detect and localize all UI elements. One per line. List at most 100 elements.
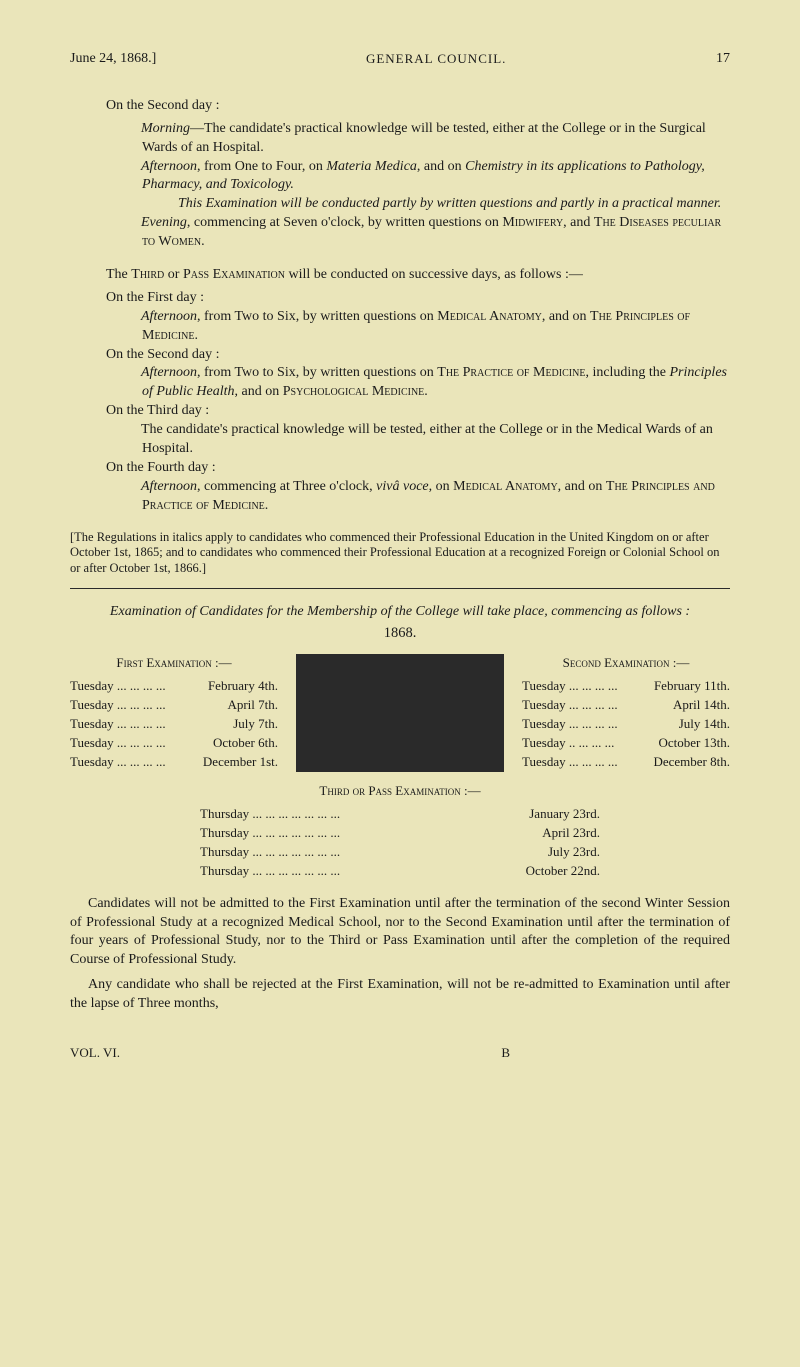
line-afternoon: Afternoon, from One to Four, on Materia … xyxy=(142,158,730,196)
table-row: Tuesday ... ... ... ...April 7th. xyxy=(70,696,278,715)
table-row: Thursday ... ... ... ... ... ... ... July… xyxy=(200,843,600,862)
table-row: Thursday ... ... ... ... ... ... ... Apri… xyxy=(200,824,600,843)
date-label: December 8th. xyxy=(653,753,730,772)
line-this-exam: This Examination will be conducted partl… xyxy=(178,195,730,214)
morning-text: —The candidate's practical knowledge wil… xyxy=(142,121,706,155)
d2f: , and on xyxy=(235,384,283,399)
materia-medica: Materia Medica xyxy=(326,159,417,174)
table-row: Tuesday ... ... ... ...October 6th. xyxy=(70,734,278,753)
date-label: October 13th. xyxy=(659,734,730,753)
date-label: January 23rd. xyxy=(529,805,600,824)
day-label: Tuesday ... ... ... ... xyxy=(70,715,166,734)
second-exam-column: Second Examination :— Tuesday ... ... ..… xyxy=(522,654,730,772)
d4c: vivâ voce xyxy=(376,479,428,494)
table-row: Tuesday ... ... ... ... December 8th. xyxy=(522,753,730,772)
afternoon-label: Afternoon xyxy=(141,159,197,174)
day-label: Thursday ... ... ... ... ... ... ... xyxy=(200,843,340,862)
footer-volume: VOL. VI. xyxy=(70,1044,120,1062)
second-day-body: Afternoon, from Two to Six, by written q… xyxy=(142,364,730,402)
day-label: Tuesday .. ... ... ... xyxy=(522,734,614,753)
line-evening: Evening, commencing at Seven o'clock, by… xyxy=(142,214,730,252)
d4f: , and on xyxy=(558,479,606,494)
date-label: July 23rd. xyxy=(548,843,600,862)
morning-label: Morning xyxy=(141,121,190,136)
closing-para-2: Any candidate who shall be rejected at t… xyxy=(70,976,730,1014)
evening-text1: , commencing at Seven o'clock, by writte… xyxy=(187,215,503,230)
column-divider xyxy=(296,654,504,772)
evening-text3: . xyxy=(201,234,205,249)
date-label: October 6th. xyxy=(213,734,278,753)
day-label: Tuesday ... ... ... ... xyxy=(522,715,618,734)
date-label: February 4th. xyxy=(208,677,278,696)
date-label: December 1st. xyxy=(203,753,278,772)
footer-sig: B xyxy=(501,1044,510,1062)
t1: The xyxy=(106,267,131,282)
date-label: July 7th. xyxy=(233,715,278,734)
table-row: Tuesday ... ... ... ...December 1st. xyxy=(70,753,278,772)
separator-rule xyxy=(70,588,730,589)
third-exam-head: Third or Pass Examination :— xyxy=(70,782,730,800)
regulations-footnote: [The Regulations in italics apply to can… xyxy=(70,530,730,577)
second-exam-head: Second Examination :— xyxy=(522,654,730,672)
day-label: Tuesday ... ... ... ... xyxy=(522,753,618,772)
line-morning: Morning—The candidate's practical knowle… xyxy=(142,120,730,158)
d4d: , on xyxy=(429,479,454,494)
page-header: June 24, 1868.] GENERAL COUNCIL. 17 xyxy=(70,50,730,69)
t2: Third xyxy=(131,267,164,282)
table-row: Tuesday ... ... ... ... July 14th. xyxy=(522,715,730,734)
date-label: July 14th. xyxy=(679,715,730,734)
d1d: , and on xyxy=(542,309,590,324)
d2a: Afternoon xyxy=(141,365,197,380)
table-row: Thursday ... ... ... ... ... ... ... Janu… xyxy=(200,805,600,824)
exam-schedule-title: Examination of Candidates for the Member… xyxy=(70,603,730,622)
first-exam-head: First Examination :— xyxy=(70,654,278,672)
t4: Pass Examination xyxy=(183,267,285,282)
second-day-passage: On the Second day : Morning—The candidat… xyxy=(70,97,730,252)
d4b: , commencing at Three o'clock, xyxy=(197,479,376,494)
closing-para-1: Candidates will not be admitted to the F… xyxy=(70,895,730,971)
header-title: GENERAL COUNCIL. xyxy=(366,50,506,69)
day-label: Tuesday ... ... ... ... xyxy=(70,677,166,696)
d4e: Medical Anatomy xyxy=(453,479,558,494)
d2b: , from Two to Six, by written questions … xyxy=(197,365,437,380)
first-day-body: Afternoon, from Two to Six, by written q… xyxy=(142,308,730,346)
d2g: Psychological Medicine xyxy=(283,384,425,399)
midwifery: Midwifery xyxy=(502,215,563,230)
table-row: Thursday ... ... ... ... ... ... ...Octo… xyxy=(200,862,600,881)
header-page-number: 17 xyxy=(716,50,730,69)
third-exam-intro-line: The Third or Pass Examination will be co… xyxy=(70,266,730,285)
fourth-day-body: Afternoon, commencing at Three o'clock, … xyxy=(142,478,730,516)
this-exam-text: This Examination will be conducted partl… xyxy=(178,196,721,211)
day-label: Tuesday ... ... ... ... xyxy=(522,696,618,715)
day-label: Thursday ... ... ... ... ... ... ... xyxy=(200,805,340,824)
evening-text2: , and xyxy=(563,215,594,230)
first-exam-column: First Examination :— Tuesday ... ... ...… xyxy=(70,654,278,772)
third-day-body: The candidate's practical knowledge will… xyxy=(142,421,730,459)
afternoon-text2: , and on xyxy=(417,159,465,174)
third-day-head: On the Third day : xyxy=(106,402,730,421)
t5: will be conducted on successive days, as… xyxy=(285,267,583,282)
d2h: . xyxy=(424,384,428,399)
table-row: Tuesday ... ... ... ...February 11th. xyxy=(522,677,730,696)
header-date: June 24, 1868.] xyxy=(70,50,156,69)
d4a: Afternoon xyxy=(141,479,197,494)
table-row: Tuesday ... ... ... ...April 14th. xyxy=(522,696,730,715)
d2c: The Practice of Medicine xyxy=(437,365,585,380)
d1f: . xyxy=(194,328,198,343)
exam-year: 1868. xyxy=(70,624,730,644)
d1b: , from Two to Six, by written questions … xyxy=(197,309,437,324)
date-label: October 22nd. xyxy=(526,862,600,881)
d2d: , including the xyxy=(585,365,669,380)
exam-two-columns: First Examination :— Tuesday ... ... ...… xyxy=(70,654,730,772)
second-day-head: On the Second day : xyxy=(106,346,730,365)
date-label: February 11th. xyxy=(654,677,730,696)
d4h: . xyxy=(265,498,269,513)
d1a: Afternoon xyxy=(141,309,197,324)
t3: or xyxy=(164,267,183,282)
day-label: Thursday ... ... ... ... ... ... ... xyxy=(200,824,340,843)
third-exam-intro: The Third or Pass Examination will be co… xyxy=(70,266,730,516)
evening-label: Evening xyxy=(141,215,187,230)
date-label: April 23rd. xyxy=(542,824,600,843)
fourth-day-head: On the Fourth day : xyxy=(106,459,730,478)
line-second-day: On the Second day : xyxy=(70,97,730,116)
